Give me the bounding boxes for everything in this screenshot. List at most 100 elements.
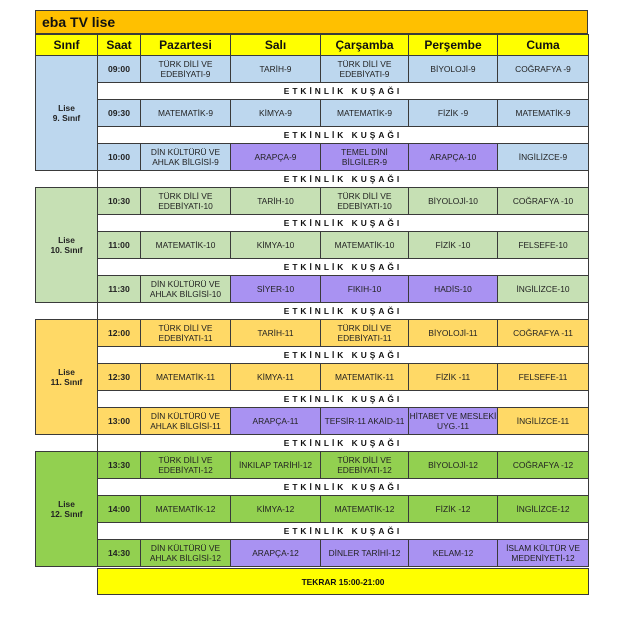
- time-slot: 09:30: [97, 99, 141, 127]
- lesson-cell-cuma: COĞRAFYA -9: [497, 55, 589, 83]
- grade-label-text: 10. Sınıf: [50, 245, 83, 255]
- time-slot: 10:30: [97, 187, 141, 215]
- lesson-cell-carsamba: MATEMATİK-12: [320, 495, 409, 523]
- column-header-carsamba: Çarşamba: [320, 34, 409, 56]
- lesson-cell-persembe: BİYOLOJİ-11: [408, 319, 498, 347]
- lesson-cell-cuma: İNGİLİZCE-9: [497, 143, 589, 171]
- lesson-cell-persembe: FİZİK -11: [408, 363, 498, 391]
- lesson-cell-carsamba: TÜRK DİLİ VE EDEBİYATI-12: [320, 451, 409, 479]
- activity-break-row: ETKİNLİK KUŞAĞI: [97, 214, 589, 232]
- lesson-cell-carsamba: TEFSİR-11 AKAİD-11: [320, 407, 409, 435]
- lesson-cell-persembe: FİZİK -9: [408, 99, 498, 127]
- lesson-cell-pazartesi: DİN KÜLTÜRÜ VE AHLAK BİLGİSİ-9: [140, 143, 231, 171]
- lesson-cell-sali: SİYER-10: [230, 275, 321, 303]
- lesson-cell-cuma: COĞRAFYA -12: [497, 451, 589, 479]
- time-slot: 11:00: [97, 231, 141, 259]
- lesson-cell-persembe: FİZİK -12: [408, 495, 498, 523]
- column-header-saat: Saat: [97, 34, 141, 56]
- column-header-sali: Salı: [230, 34, 321, 56]
- lesson-cell-pazartesi: TÜRK DİLİ VE EDEBİYATI-11: [140, 319, 231, 347]
- activity-break-row: ETKİNLİK KUŞAĞI: [97, 82, 589, 100]
- grade-label-text: 12. Sınıf: [50, 509, 83, 519]
- lesson-cell-cuma: İNGİLİZCE-12: [497, 495, 589, 523]
- lesson-cell-persembe: BİYOLOJİ-12: [408, 451, 498, 479]
- lesson-cell-cuma: İNGİLİZCE-11: [497, 407, 589, 435]
- time-slot: 09:00: [97, 55, 141, 83]
- grade-label-text: Lise: [58, 235, 75, 245]
- lesson-cell-pazartesi: TÜRK DİLİ VE EDEBİYATI-12: [140, 451, 231, 479]
- lesson-cell-persembe: BİYOLOJİ-9: [408, 55, 498, 83]
- lesson-cell-sali: İNKILAP TARİHİ-12: [230, 451, 321, 479]
- lesson-cell-persembe: KELAM-12: [408, 539, 498, 567]
- lesson-cell-pazartesi: TÜRK DİLİ VE EDEBİYATI-9: [140, 55, 231, 83]
- lesson-cell-sali: KİMYA-10: [230, 231, 321, 259]
- activity-break-row: ETKİNLİK KUŞAĞI: [97, 522, 589, 540]
- lesson-cell-pazartesi: MATEMATİK-12: [140, 495, 231, 523]
- lesson-cell-cuma: COĞRAFYA -11: [497, 319, 589, 347]
- time-slot: 14:30: [97, 539, 141, 567]
- time-slot: 12:30: [97, 363, 141, 391]
- lesson-cell-pazartesi: MATEMATİK-10: [140, 231, 231, 259]
- activity-break-row: ETKİNLİK KUŞAĞI: [97, 170, 589, 188]
- lesson-cell-sali: KİMYA-12: [230, 495, 321, 523]
- lesson-cell-cuma: İSLAM KÜLTÜR VE MEDENİYETİ-12: [497, 539, 589, 567]
- lesson-cell-carsamba: FIKIH-10: [320, 275, 409, 303]
- lesson-cell-sali: KİMYA-9: [230, 99, 321, 127]
- lesson-cell-carsamba: TEMEL DİNİ BİLGİLER-9: [320, 143, 409, 171]
- lesson-cell-sali: ARAPÇA-12: [230, 539, 321, 567]
- time-slot: 10:00: [97, 143, 141, 171]
- lesson-cell-pazartesi: DİN KÜLTÜRÜ VE AHLAK BİLGİSİ-10: [140, 275, 231, 303]
- grade-label: Lise 10. Sınıf: [35, 187, 98, 303]
- lesson-cell-cuma: FELSEFE-11: [497, 363, 589, 391]
- grade-label-text: Lise: [58, 103, 75, 113]
- lesson-cell-sali: TARİH-10: [230, 187, 321, 215]
- lesson-cell-sali: TARİH-11: [230, 319, 321, 347]
- lesson-cell-persembe: HADİS-10: [408, 275, 498, 303]
- lesson-cell-carsamba: MATEMATİK-9: [320, 99, 409, 127]
- time-slot: 13:00: [97, 407, 141, 435]
- time-slot: 14:00: [97, 495, 141, 523]
- lesson-cell-carsamba: TÜRK DİLİ VE EDEBİYATI-10: [320, 187, 409, 215]
- lesson-cell-cuma: İNGİLİZCE-10: [497, 275, 589, 303]
- lesson-cell-sali: KİMYA-11: [230, 363, 321, 391]
- column-header-sinif: Sınıf: [35, 34, 98, 56]
- grade-label: Lise 9. Sınıf: [35, 55, 98, 171]
- activity-break-row: ETKİNLİK KUŞAĞI: [97, 258, 589, 276]
- lesson-cell-persembe: FİZİK -10: [408, 231, 498, 259]
- lesson-cell-carsamba: TÜRK DİLİ VE EDEBİYATI-11: [320, 319, 409, 347]
- lesson-cell-cuma: MATEMATİK-9: [497, 99, 589, 127]
- lesson-cell-sali: ARAPÇA-9: [230, 143, 321, 171]
- time-slot: 12:00: [97, 319, 141, 347]
- column-header-cuma: Cuma: [497, 34, 589, 56]
- activity-break-row: ETKİNLİK KUŞAĞI: [97, 478, 589, 496]
- lesson-cell-carsamba: TÜRK DİLİ VE EDEBİYATI-9: [320, 55, 409, 83]
- activity-break-row: ETKİNLİK KUŞAĞI: [97, 302, 589, 320]
- lesson-cell-pazartesi: MATEMATİK-9: [140, 99, 231, 127]
- activity-break-row: ETKİNLİK KUŞAĞI: [97, 346, 589, 364]
- lesson-cell-cuma: COĞRAFYA -10: [497, 187, 589, 215]
- grade-label-text: Lise: [58, 499, 75, 509]
- grade-label-text: Lise: [58, 367, 75, 377]
- lesson-cell-sali: TARİH-9: [230, 55, 321, 83]
- lesson-cell-pazartesi: TÜRK DİLİ VE EDEBİYATI-10: [140, 187, 231, 215]
- lesson-cell-carsamba: DİNLER TARİHİ-12: [320, 539, 409, 567]
- column-header-persembe: Perşembe: [408, 34, 498, 56]
- activity-break-row: ETKİNLİK KUŞAĞI: [97, 434, 589, 452]
- grade-label: Lise 11. Sınıf: [35, 319, 98, 435]
- lesson-cell-persembe: HİTABET VE MESLEKİ UYG.-11: [408, 407, 498, 435]
- lesson-cell-cuma: FELSEFE-10: [497, 231, 589, 259]
- grade-label-text: 11. Sınıf: [50, 377, 83, 387]
- grade-label: Lise 12. Sınıf: [35, 451, 98, 567]
- lesson-cell-pazartesi: DİN KÜLTÜRÜ VE AHLAK BİLGİSİ-11: [140, 407, 231, 435]
- repeat-broadcast-row: TEKRAR 15:00-21:00: [97, 568, 589, 595]
- schedule-title: eba TV lise: [35, 10, 588, 34]
- time-slot: 13:30: [97, 451, 141, 479]
- lesson-cell-pazartesi: DİN KÜLTÜRÜ VE AHLAK BİLGİSİ-12: [140, 539, 231, 567]
- lesson-cell-carsamba: MATEMATİK-10: [320, 231, 409, 259]
- grade-label-text: 9. Sınıf: [52, 113, 81, 123]
- activity-break-row: ETKİNLİK KUŞAĞI: [97, 126, 589, 144]
- lesson-cell-carsamba: MATEMATİK-11: [320, 363, 409, 391]
- time-slot: 11:30: [97, 275, 141, 303]
- lesson-cell-persembe: ARAPÇA-10: [408, 143, 498, 171]
- lesson-cell-sali: ARAPÇA-11: [230, 407, 321, 435]
